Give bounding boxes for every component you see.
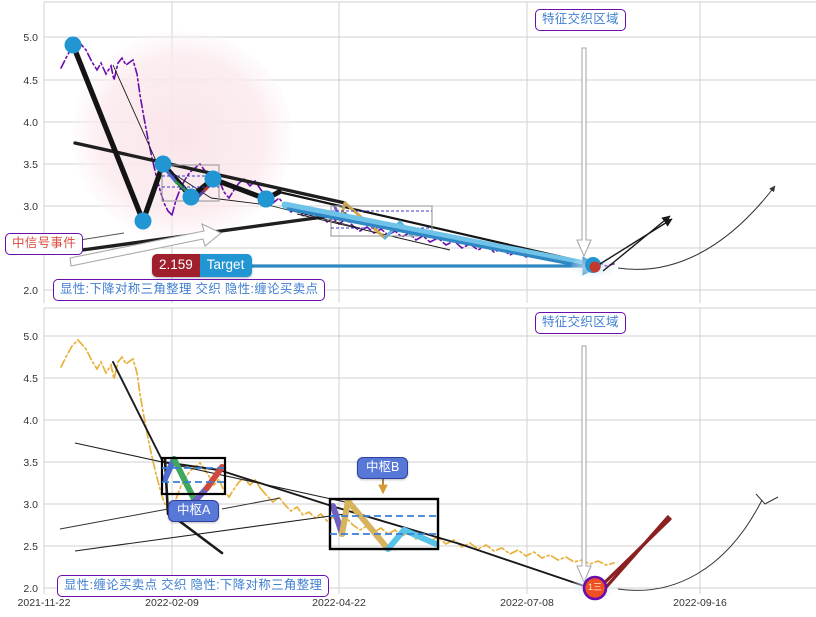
y-tick-label: 3.0 xyxy=(23,201,38,213)
x-tick-label: 2022-04-22 xyxy=(312,597,366,609)
forecast-curve-tip xyxy=(755,493,779,505)
event-leader-line xyxy=(79,232,125,241)
bottom-projection-arrows xyxy=(596,515,672,595)
hollow-arrow-down xyxy=(576,47,592,258)
y-tick-label: 4.0 xyxy=(23,117,38,129)
bottom-feature-zone-label: 特征交织区域 xyxy=(535,312,626,334)
bottom-end-marker[interactable] xyxy=(582,575,608,601)
bottom-x-tick-labels: 2021-11-22 2022-02-09 2022-04-22 2022-07… xyxy=(18,597,727,609)
top-y-tick-labels: 5.0 4.5 4.0 3.5 3.0 2.0 xyxy=(23,32,38,297)
target-badge[interactable]: 2.159 Target xyxy=(152,254,253,277)
pivot-dot xyxy=(204,170,222,188)
x-tick-label: 2022-02-09 xyxy=(145,597,199,609)
bottom-gridlines xyxy=(43,307,816,594)
pivot-a-leader-line-2 xyxy=(59,508,169,530)
pivot-dot xyxy=(134,212,152,230)
target-label: Target xyxy=(199,254,253,277)
top-feature-zone-label: 特征交织区域 xyxy=(535,9,626,31)
bottom-triangle-trendlines xyxy=(74,442,346,552)
pivot-b-badge[interactable]: 中枢B xyxy=(357,457,409,479)
y-tick-label: 4.0 xyxy=(23,415,38,427)
hollow-arrow-down xyxy=(576,345,592,584)
pivot-dot xyxy=(154,155,172,173)
y-tick-label: 3.0 xyxy=(23,499,38,511)
pivot-zone-a xyxy=(160,456,227,504)
top-pivot-markers xyxy=(64,36,601,273)
end-pivot-dot xyxy=(589,261,601,273)
pivot-zone-b xyxy=(328,497,440,552)
top-event-label: 中信号事件 xyxy=(5,233,84,255)
top-projection-arrows xyxy=(599,215,673,272)
x-tick-label: 2021-11-22 xyxy=(18,597,71,609)
top-summary-label: 显性:下降对称三角整理 交织 隐性:缠论买卖点 xyxy=(53,279,326,301)
pivot-dot xyxy=(182,188,200,206)
bottom-price-line xyxy=(60,338,615,566)
top-blue-trend-band xyxy=(281,201,594,270)
pivot-a-badge[interactable]: 中枢A xyxy=(168,500,220,522)
y-tick-label: 3.5 xyxy=(23,457,38,469)
pivot-dot xyxy=(257,190,275,208)
pivot-a-leader-line xyxy=(221,497,281,510)
top-chart-panel: 5.0 4.5 4.0 3.5 3.0 2.0 xyxy=(0,0,816,304)
forecast-curve xyxy=(617,499,763,591)
bottom-chart-panel: 5.0 4.5 4.0 3.5 3.0 2.5 2.0 xyxy=(0,304,816,617)
forecast-curve xyxy=(617,185,776,270)
y-tick-label: 2.0 xyxy=(23,285,38,297)
x-tick-label: 2022-09-16 xyxy=(673,597,727,609)
y-tick-label: 5.0 xyxy=(23,32,38,44)
pivot-dot xyxy=(64,36,82,54)
top-chart-svg: 5.0 4.5 4.0 3.5 3.0 2.0 xyxy=(23,1,816,303)
bottom-chart-svg: 5.0 4.5 4.0 3.5 3.0 2.5 2.0 xyxy=(18,307,816,609)
y-tick-label: 4.5 xyxy=(23,75,38,87)
y-tick-label: 2.0 xyxy=(23,583,38,595)
bottom-y-tick-labels: 5.0 4.5 4.0 3.5 3.0 2.5 2.0 xyxy=(23,331,38,595)
bottom-summary-label: 显性:缠论买卖点 交织 隐性:下降对称三角整理 xyxy=(57,575,330,597)
target-value: 2.159 xyxy=(152,254,200,277)
y-tick-label: 4.5 xyxy=(23,373,38,385)
y-tick-label: 3.5 xyxy=(23,159,38,171)
highlight-halo xyxy=(72,31,292,241)
hollow-arrow-right xyxy=(69,222,223,267)
x-tick-label: 2022-07-08 xyxy=(500,597,554,609)
y-tick-label: 5.0 xyxy=(23,331,38,343)
y-tick-label: 2.5 xyxy=(23,541,38,553)
